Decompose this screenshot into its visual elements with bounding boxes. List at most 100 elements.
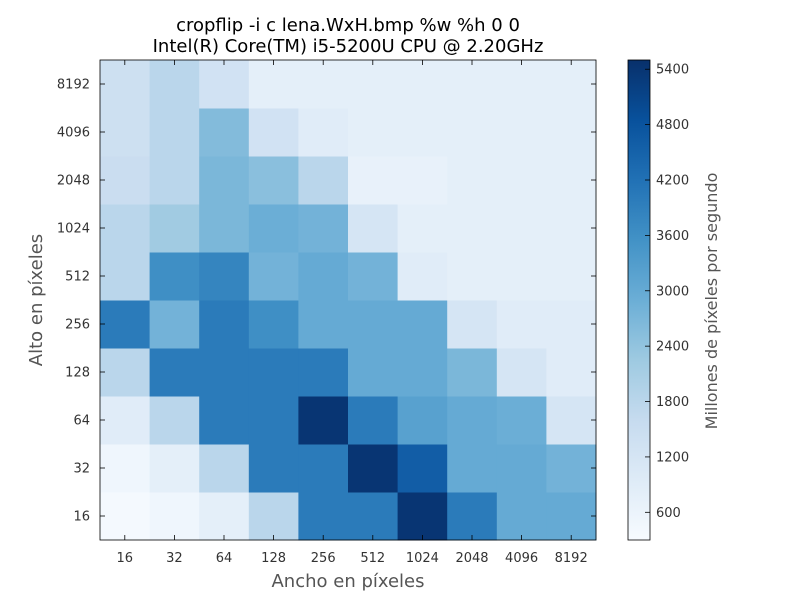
colorbar-tick-label: 1800 — [656, 395, 689, 410]
heatmap-cell — [248, 348, 299, 397]
heatmap-cell — [248, 204, 299, 253]
heatmap-cell — [348, 60, 399, 109]
heatmap-cell — [348, 348, 399, 397]
x-tick-label: 4096 — [505, 551, 538, 566]
heatmap-cell — [100, 156, 151, 205]
heatmap-cell — [348, 252, 399, 301]
heatmap-cell — [149, 348, 200, 397]
heatmap-cell — [546, 60, 597, 109]
heatmap-cell — [496, 348, 547, 397]
heatmap-cell — [397, 60, 448, 109]
heatmap-cell — [149, 204, 200, 253]
colorbar-tick-label: 4800 — [656, 118, 689, 133]
heatmap-cell — [348, 396, 399, 445]
heatmap-cell — [100, 108, 151, 157]
colorbar — [627, 59, 651, 541]
heatmap-cell — [199, 252, 250, 301]
plot-frame — [99, 59, 597, 541]
chart-title: cropflip -i c lena.WxH.bmp %w %h 0 0 — [176, 15, 520, 36]
heatmap-cell — [149, 396, 200, 445]
heatmap-cell — [496, 492, 547, 541]
heatmap-cell — [397, 444, 448, 493]
heatmap-cell — [248, 300, 299, 349]
heatmap-cell — [348, 108, 399, 157]
heatmap-cell — [397, 156, 448, 205]
y-tick-label: 4096 — [57, 126, 90, 141]
heatmap-cell — [397, 492, 448, 541]
heatmap-cells — [100, 60, 597, 541]
heatmap-cell — [397, 252, 448, 301]
heatmap-cell — [447, 348, 498, 397]
heatmap-cell — [546, 348, 597, 397]
heatmap-cell — [100, 348, 151, 397]
heatmap-cell — [248, 444, 299, 493]
colorbar-tick-label: 4200 — [656, 174, 689, 189]
colorbar-tick-label: 2400 — [656, 340, 689, 355]
heatmap-cell — [447, 60, 498, 109]
colorbar-tick-label: 3600 — [656, 229, 689, 244]
heatmap-cell — [546, 300, 597, 349]
x-tick-label: 128 — [261, 551, 286, 566]
heatmap-cell — [298, 492, 349, 541]
heatmap-cell — [199, 492, 250, 541]
heatmap-cell — [100, 60, 151, 109]
heatmap-cell — [149, 108, 200, 157]
heatmap-cell — [546, 444, 597, 493]
heatmap-cell — [248, 252, 299, 301]
x-tick-label: 32 — [166, 551, 183, 566]
heatmap-cell — [397, 300, 448, 349]
heatmap-cell — [298, 156, 349, 205]
heatmap-cell — [348, 300, 399, 349]
colorbar-ticks: 600 1200 1800 2400 3000 3600 4200 4800 5400 — [645, 63, 689, 521]
heatmap-cell — [348, 444, 399, 493]
heatmap-cell — [447, 156, 498, 205]
x-tick-label: 16 — [117, 551, 134, 566]
y-tick-label: 64 — [73, 414, 90, 429]
x-tick-label: 1024 — [406, 551, 439, 566]
heatmap-cell — [149, 492, 200, 541]
heatmap-cell — [447, 252, 498, 301]
heatmap-cell — [496, 444, 547, 493]
heatmap-cell — [248, 60, 299, 109]
y-tick-label: 1024 — [57, 222, 90, 237]
axis-ticks: 16 32 64 128 256 512 1024 2048 4096 8192 16 32 64 128… — [57, 60, 596, 566]
heatmap-cell — [248, 108, 299, 157]
heatmap-cell — [149, 444, 200, 493]
heatmap-cell — [447, 204, 498, 253]
heatmap-cell — [447, 492, 498, 541]
heatmap-cell — [496, 252, 547, 301]
heatmap-cell — [546, 204, 597, 253]
heatmap-cell — [248, 492, 299, 541]
colorbar-label: Millones de píxeles por segundo — [702, 173, 721, 430]
heatmap-cell — [149, 300, 200, 349]
heatmap-cell — [100, 252, 151, 301]
heatmap-cell — [100, 492, 151, 541]
colorbar-tick-label: 5400 — [656, 63, 689, 78]
heatmap-cell — [348, 204, 399, 253]
heatmap-cell — [496, 300, 547, 349]
heatmap-cell — [248, 156, 299, 205]
heatmap-cell — [298, 60, 349, 109]
y-tick-label: 128 — [65, 366, 90, 381]
heatmap-cell — [397, 108, 448, 157]
colorbar-tick-label: 600 — [656, 506, 681, 521]
y-axis-label: Alto en píxeles — [26, 234, 47, 366]
y-tick-label: 32 — [73, 462, 90, 477]
heatmap-cell — [447, 300, 498, 349]
heatmap-cell — [298, 444, 349, 493]
y-tick-label: 8192 — [57, 78, 90, 93]
heatmap-cell — [199, 108, 250, 157]
heatmap-cell — [447, 396, 498, 445]
heatmap-cell — [397, 396, 448, 445]
heatmap-cell — [397, 348, 448, 397]
heatmap-cell — [496, 204, 547, 253]
heatmap-cell — [546, 108, 597, 157]
heatmap-cell — [546, 396, 597, 445]
heatmap-cell — [199, 396, 250, 445]
heatmap-cell — [149, 60, 200, 109]
heatmap-cell — [298, 204, 349, 253]
x-tick-label: 8192 — [555, 551, 588, 566]
heatmap-cell — [447, 444, 498, 493]
heatmap-cell — [496, 156, 547, 205]
